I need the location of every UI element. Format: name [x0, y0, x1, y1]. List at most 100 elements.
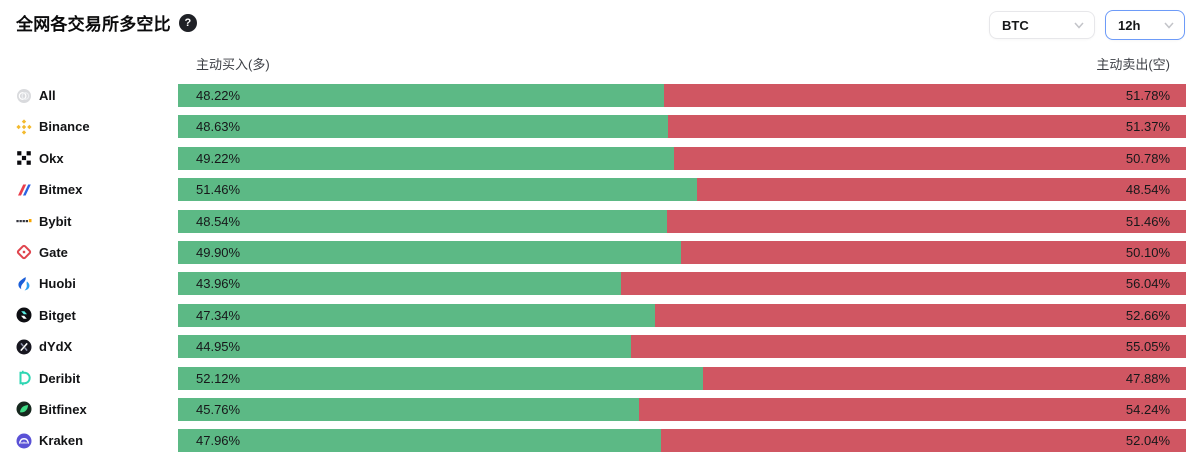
ratio-bar: 49.90% 50.10%	[178, 240, 1186, 264]
long-bar: 48.22%	[178, 84, 665, 107]
coin-select[interactable]: BTC	[989, 11, 1095, 39]
table-row: Binance 48.63% 51.37%	[0, 115, 1200, 139]
exchange-name: Deribit	[39, 370, 81, 386]
exchange-name: dYdX	[39, 339, 73, 355]
header-controls: BTC 12h	[989, 10, 1185, 40]
short-value: 50.10%	[1125, 244, 1170, 260]
short-value: 50.78%	[1125, 150, 1170, 166]
long-bar: 52.12%	[178, 366, 704, 390]
page-title: 全网各交易所多空比	[16, 15, 171, 34]
exchange-ratio-list: All 48.22% 51.78% Binance 48.63% 51.37% …	[0, 84, 1200, 453]
ratio-bar: 52.12% 47.88%	[178, 366, 1186, 390]
ratio-bar: 48.22% 51.78%	[178, 84, 1186, 107]
exchange-name: Kraken	[39, 433, 84, 449]
short-bar: 51.37%	[668, 115, 1186, 139]
short-value: 55.05%	[1125, 339, 1170, 355]
okx-icon	[16, 150, 32, 166]
bybit-icon	[16, 213, 32, 229]
ratio-bar: 49.22% 50.78%	[178, 146, 1186, 170]
short-value: 52.04%	[1125, 433, 1170, 449]
exchange-name: Okx	[39, 150, 64, 166]
interval-select[interactable]: 12h	[1105, 10, 1185, 40]
short-value: 56.04%	[1125, 276, 1170, 292]
short-value: 54.24%	[1125, 401, 1170, 417]
exchange-name: All	[39, 88, 56, 103]
long-bar: 44.95%	[178, 335, 632, 359]
long-bar: 47.96%	[178, 429, 662, 453]
table-row: Bitget 47.34% 52.66%	[0, 303, 1200, 327]
exchange-label: Binance	[0, 119, 178, 135]
short-bar: 48.54%	[696, 178, 1186, 202]
long-value: 49.22%	[196, 150, 241, 166]
long-bar: 48.63%	[178, 115, 669, 139]
ratio-bar: 47.34% 52.66%	[178, 303, 1186, 327]
page-header: 全网各交易所多空比 ? BTC 12h	[0, 0, 1200, 40]
table-row: Deribit 52.12% 47.88%	[0, 366, 1200, 390]
long-bar: 43.96%	[178, 272, 622, 296]
ratio-bar: 48.54% 51.46%	[178, 209, 1186, 233]
exchange-label: Okx	[0, 150, 178, 166]
short-column-header: 主动卖出(空)	[1096, 57, 1170, 72]
kraken-icon	[16, 433, 32, 449]
table-row: dYdX 44.95% 55.05%	[0, 335, 1200, 359]
short-bar: 51.46%	[667, 209, 1186, 233]
exchange-label: All	[0, 88, 178, 104]
long-bar: 49.90%	[178, 240, 681, 264]
long-column-header: 主动买入(多)	[196, 57, 270, 72]
short-value: 47.88%	[1125, 370, 1170, 386]
long-bar: 48.54%	[178, 209, 668, 233]
dydx-icon	[16, 339, 32, 355]
exchange-label: dYdX	[0, 339, 178, 355]
short-bar: 50.78%	[674, 146, 1186, 170]
short-bar: 56.04%	[621, 272, 1186, 296]
exchange-name: Bybit	[39, 213, 72, 229]
long-value: 44.95%	[196, 339, 241, 355]
coin-select-value: BTC	[1002, 17, 1029, 33]
bitmex-icon	[16, 182, 32, 198]
long-value: 45.76%	[196, 401, 241, 417]
exchange-label: Gate	[0, 244, 178, 260]
exchange-label: Bitget	[0, 307, 178, 323]
ratio-bar: 45.76% 54.24%	[178, 397, 1186, 421]
long-value: 48.63%	[196, 119, 241, 135]
exchange-name: Bitfinex	[39, 401, 87, 417]
exchange-label: Bybit	[0, 213, 178, 229]
all-icon	[16, 88, 32, 104]
ratio-bar: 47.96% 52.04%	[178, 429, 1186, 453]
deribit-icon	[16, 370, 32, 386]
exchange-label: Bitmex	[0, 182, 178, 198]
long-value: 52.12%	[196, 370, 241, 386]
gate-icon	[16, 244, 32, 260]
table-row: Gate 49.90% 50.10%	[0, 240, 1200, 264]
binance-icon	[16, 119, 32, 135]
short-value: 51.78%	[1125, 88, 1170, 103]
exchange-name: Bitmex	[39, 182, 83, 198]
long-value: 47.34%	[196, 307, 241, 323]
short-bar: 50.10%	[680, 240, 1186, 264]
ratio-bar: 43.96% 56.04%	[178, 272, 1186, 296]
table-row: Bybit 48.54% 51.46%	[0, 209, 1200, 233]
short-bar: 52.04%	[661, 429, 1186, 453]
ratio-bar: 51.46% 48.54%	[178, 178, 1186, 202]
huobi-icon	[16, 276, 32, 292]
short-bar: 55.05%	[631, 335, 1186, 359]
chevron-down-icon	[1164, 22, 1174, 29]
short-bar: 52.66%	[655, 303, 1186, 327]
table-row: All 48.22% 51.78%	[0, 84, 1200, 107]
short-bar: 54.24%	[639, 397, 1186, 421]
bitget-icon	[16, 307, 32, 323]
long-bar: 45.76%	[178, 397, 640, 421]
column-headers: 主动买入(多) 主动卖出(空)	[178, 54, 1186, 72]
long-bar: 47.34%	[178, 303, 656, 327]
long-value: 49.90%	[196, 244, 241, 260]
interval-select-value: 12h	[1118, 17, 1141, 33]
help-icon[interactable]: ?	[178, 13, 197, 32]
chevron-down-icon	[1074, 22, 1084, 29]
exchange-name: Huobi	[39, 276, 76, 292]
long-bar: 49.22%	[178, 146, 675, 170]
exchange-name: Bitget	[39, 307, 76, 323]
ratio-bar: 44.95% 55.05%	[178, 335, 1186, 359]
long-bar: 51.46%	[178, 178, 697, 202]
exchange-label: Huobi	[0, 276, 178, 292]
exchange-label: Bitfinex	[0, 401, 178, 417]
